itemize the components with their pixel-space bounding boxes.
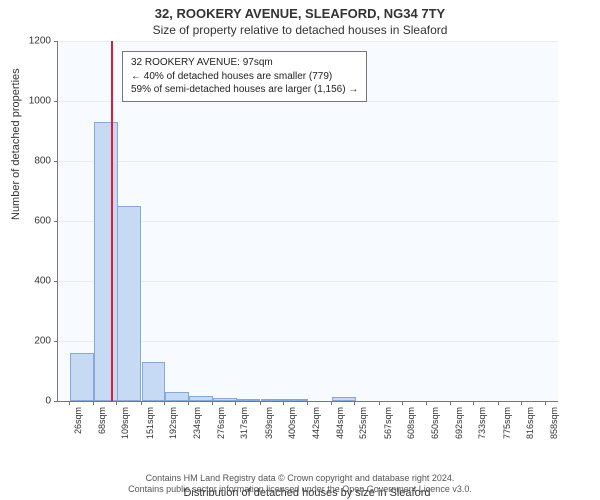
infobox-line1: 32 ROOKERY AVENUE: 97sqm (131, 56, 358, 70)
footer-line1: Contains HM Land Registry data © Crown c… (0, 473, 600, 485)
gridline (58, 41, 558, 42)
x-tick-mark (141, 401, 142, 405)
x-tick-mark (545, 401, 546, 405)
x-tick-label: 26sqm (73, 407, 83, 447)
x-tick-label: 400sqm (287, 407, 297, 447)
x-tick-label: 317sqm (239, 407, 249, 447)
x-tick-mark (116, 401, 117, 405)
x-tick-mark (283, 401, 284, 405)
x-tick-label: 775sqm (502, 407, 512, 447)
y-tick-mark (54, 161, 58, 162)
x-tick-mark (426, 401, 427, 405)
x-tick-label: 276sqm (216, 407, 226, 447)
x-tick-label: 650sqm (430, 407, 440, 447)
x-tick-label: 567sqm (383, 407, 393, 447)
histogram-bar (142, 362, 166, 401)
x-tick-label: 525sqm (358, 407, 368, 447)
sub-title: Size of property relative to detached ho… (0, 21, 600, 41)
x-tick-mark (188, 401, 189, 405)
x-tick-label: 442sqm (311, 407, 321, 447)
x-tick-mark (331, 401, 332, 405)
histogram-bar (165, 392, 189, 401)
y-tick-label: 0 (11, 396, 51, 407)
y-axis-label: Number of detached properties (10, 68, 22, 220)
chart-container: 32 ROOKERY AVENUE: 97sqm ← 40% of detach… (57, 41, 557, 401)
infobox-line2: ← 40% of detached houses are smaller (77… (131, 70, 358, 84)
x-tick-mark (93, 401, 94, 405)
property-marker-line (111, 41, 113, 401)
histogram-bar (261, 399, 285, 401)
y-tick-label: 600 (11, 216, 51, 227)
x-tick-label: 359sqm (264, 407, 274, 447)
y-tick-label: 1000 (11, 96, 51, 107)
y-tick-label: 800 (11, 156, 51, 167)
main-title: 32, ROOKERY AVENUE, SLEAFORD, NG34 7TY (0, 0, 600, 21)
x-tick-label: 234sqm (192, 407, 202, 447)
x-tick-label: 68sqm (97, 407, 107, 447)
x-tick-label: 192sqm (168, 407, 178, 447)
y-tick-label: 400 (11, 276, 51, 287)
y-tick-mark (54, 101, 58, 102)
x-tick-label: 151sqm (145, 407, 155, 447)
y-tick-mark (54, 401, 58, 402)
x-tick-label: 692sqm (454, 407, 464, 447)
histogram-bar (332, 397, 356, 401)
x-tick-mark (354, 401, 355, 405)
x-tick-label: 816sqm (525, 407, 535, 447)
histogram-bar (213, 398, 237, 401)
x-tick-label: 109sqm (120, 407, 130, 447)
x-tick-mark (450, 401, 451, 405)
x-tick-mark (521, 401, 522, 405)
footer-line2: Contains public sector information licen… (0, 484, 600, 496)
x-tick-mark (164, 401, 165, 405)
y-tick-mark (54, 341, 58, 342)
info-box: 32 ROOKERY AVENUE: 97sqm ← 40% of detach… (122, 51, 367, 102)
x-tick-mark (235, 401, 236, 405)
histogram-bar (236, 399, 260, 401)
y-tick-label: 200 (11, 336, 51, 347)
x-tick-mark (260, 401, 261, 405)
histogram-bar (189, 396, 213, 401)
x-tick-label: 484sqm (335, 407, 345, 447)
footer: Contains HM Land Registry data © Crown c… (0, 473, 600, 496)
x-tick-label: 608sqm (406, 407, 416, 447)
histogram-bar (117, 206, 141, 401)
x-tick-mark (473, 401, 474, 405)
x-tick-label: 858sqm (549, 407, 559, 447)
y-tick-label: 1200 (11, 36, 51, 47)
x-tick-mark (498, 401, 499, 405)
x-tick-label: 733sqm (477, 407, 487, 447)
x-tick-mark (379, 401, 380, 405)
gridline (58, 161, 558, 162)
histogram-bar (70, 353, 94, 401)
x-tick-mark (307, 401, 308, 405)
y-tick-mark (54, 281, 58, 282)
y-tick-mark (54, 41, 58, 42)
infobox-line3: 59% of semi-detached houses are larger (… (131, 83, 358, 97)
histogram-bar (284, 399, 308, 401)
x-tick-mark (402, 401, 403, 405)
x-tick-mark (69, 401, 70, 405)
x-tick-mark (212, 401, 213, 405)
y-tick-mark (54, 221, 58, 222)
histogram-bar (94, 122, 118, 401)
